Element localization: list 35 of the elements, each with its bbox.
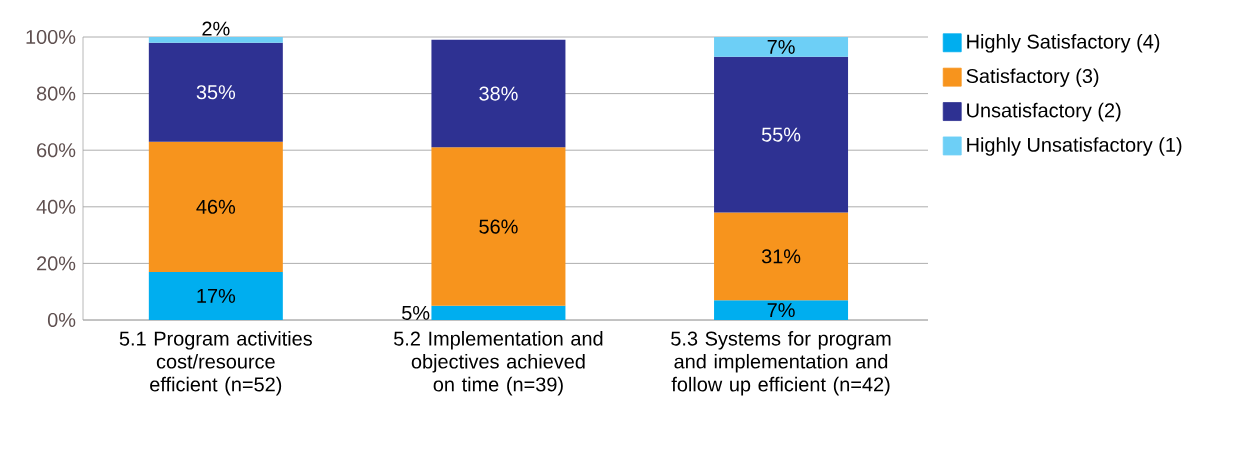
bar (431, 39, 566, 148)
y-tick-label: 20% (37, 256, 76, 271)
bar (148, 42, 283, 142)
data-label: 55% (761, 127, 801, 142)
legend-label: Highly Unsatisfactory (1) (967, 137, 1182, 156)
legend-label: Unsatisfactory (2) (967, 102, 1121, 122)
bar (714, 300, 849, 320)
x-tick-label: 5.3 Systems for program and implementation and follow up efficient (n=42) (671, 331, 891, 396)
y-tick-label: 80% (36, 86, 76, 101)
bar (148, 37, 283, 43)
x-tick-label: 5.2 Implementation and objectives achieved on time (n=39) (394, 331, 603, 396)
bar (714, 212, 849, 301)
legend-label: Highly Satisfactory (4) (967, 34, 1160, 53)
x-tick-label: 5.1 Program activities cost/resource efficient (n=52) (119, 331, 312, 396)
data-label: 7% (767, 39, 795, 54)
bar (148, 271, 283, 320)
data-label: 5% (402, 305, 430, 320)
data-label: 7% (767, 303, 795, 318)
bar (431, 305, 566, 320)
data-label: 17% (197, 288, 236, 303)
y-tick-label: 40% (36, 199, 76, 214)
y-tick-label: 100% (26, 29, 76, 45)
data-label: 31% (761, 249, 801, 264)
y-tick-label: 0% (47, 312, 76, 328)
data-label: 46% (196, 199, 236, 214)
data-label: 56% (479, 219, 518, 234)
bar (714, 37, 849, 57)
y-tick-label: 60% (37, 143, 76, 158)
legend-label: Satisfactory (3) (966, 68, 1099, 88)
data-label: 2% (202, 21, 230, 36)
data-label: 35% (196, 85, 236, 100)
bar (431, 147, 566, 306)
bar (148, 141, 283, 272)
data-label: 38% (479, 86, 518, 101)
bar (714, 56, 849, 213)
